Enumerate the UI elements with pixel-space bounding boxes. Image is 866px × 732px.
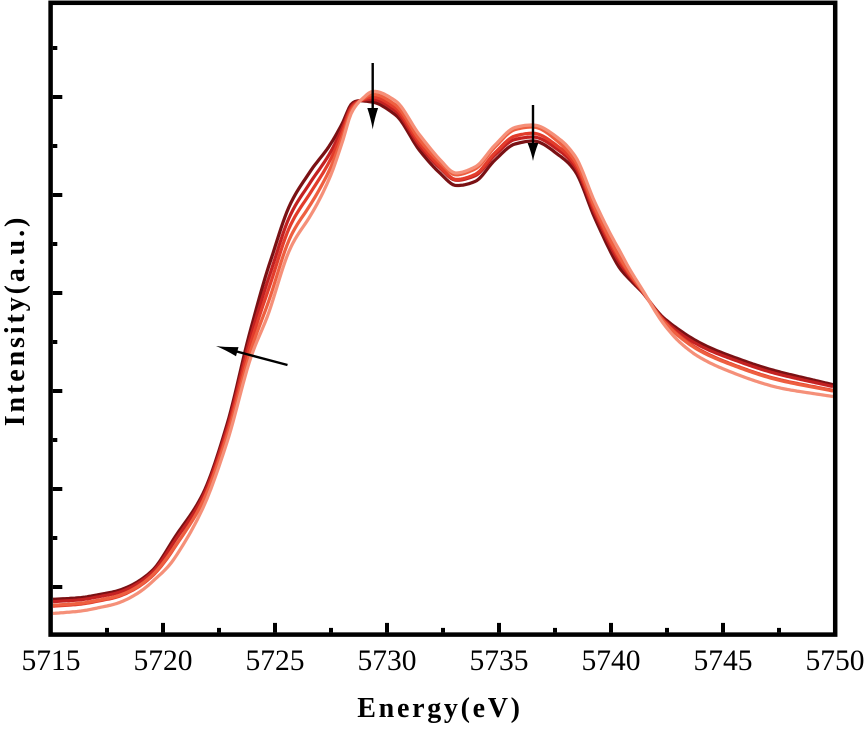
svg-text:5715: 5715	[22, 645, 81, 677]
svg-text:5720: 5720	[134, 645, 193, 677]
svg-text:5730: 5730	[358, 645, 417, 677]
svg-text:5735: 5735	[470, 645, 529, 677]
svg-text:5725: 5725	[246, 645, 305, 677]
svg-text:Intensity(a.u.): Intensity(a.u.)	[0, 215, 31, 427]
svg-text:5750: 5750	[806, 645, 865, 677]
svg-text:5740: 5740	[582, 645, 641, 677]
svg-text:Energy(eV): Energy(eV)	[357, 693, 522, 724]
svg-text:5745: 5745	[694, 645, 753, 677]
